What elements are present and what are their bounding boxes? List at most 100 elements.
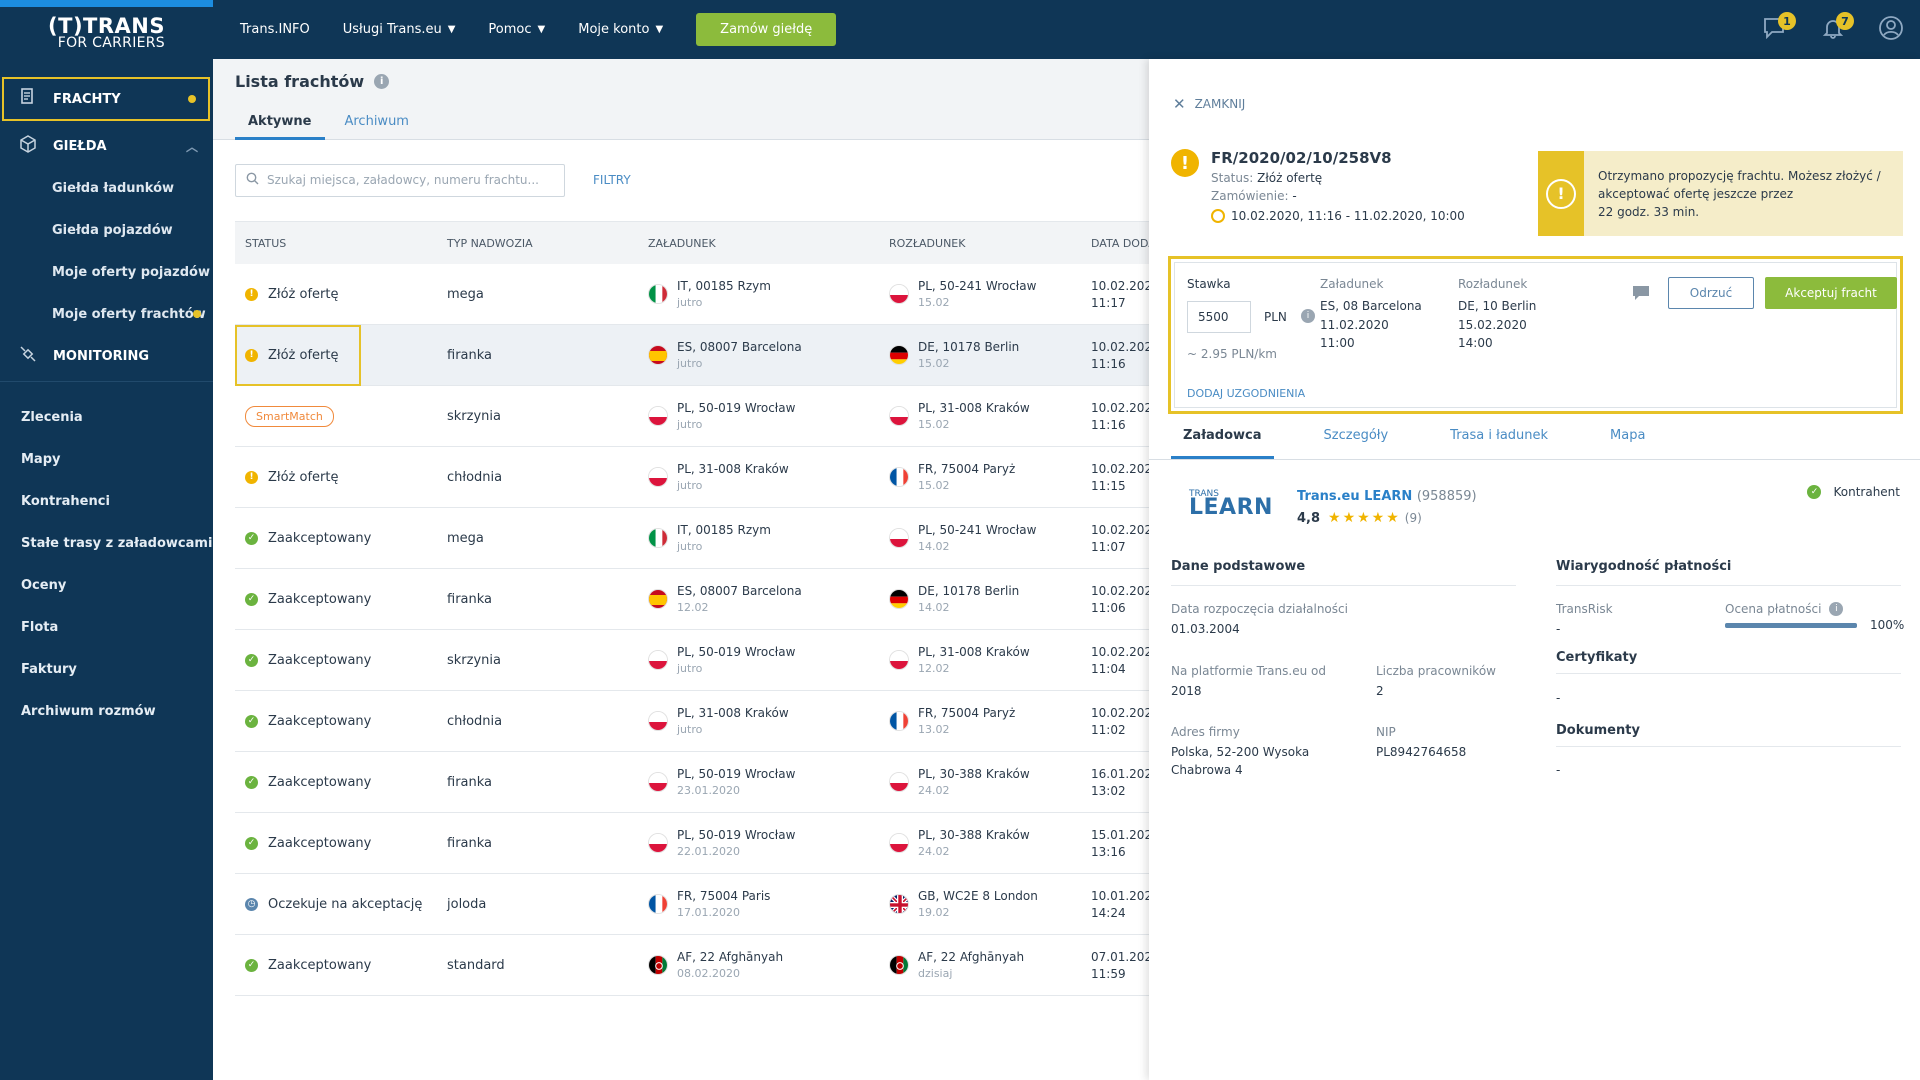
unload-date: 24.02 [918,784,950,797]
cell-status: ✓ Zaakceptowany [235,653,437,668]
menu-uslugi[interactable]: Usługi Trans.eu ▼ [343,22,456,37]
load-place: PL, 50-019 Wrocław [677,828,796,842]
sidebar-item-oceny[interactable]: Oceny [21,577,67,593]
table-row[interactable]: ✓ Zaakceptowany mega IT, 00185 Rzym jutro… [235,508,1149,569]
cell-load: PL, 50-019 Wrocław jutro [638,645,879,675]
flag-icon [889,467,909,487]
sidebar-item-label: FRACHTY [53,91,121,107]
table-row[interactable]: ◷ Oczekuje na akceptację joloda FR, 75004… [235,874,1149,935]
sidebar-item-archiwum-rozmow[interactable]: Archiwum rozmów [21,703,156,719]
table-row[interactable]: ✓ Zaakceptowany standard AF, 22 Afghānyah… [235,935,1149,996]
cell-date-added: 10.01.2020 14:24 [1081,889,1149,920]
messages-button[interactable]: 1 [1746,0,1804,59]
column-header-type[interactable]: TYP NADWOZIA [447,236,533,250]
column-header-date[interactable]: DATA DODANIA [1091,236,1149,250]
info-icon[interactable]: i [1301,309,1315,323]
table-row[interactable]: ! Złóż ofertę mega IT, 00185 Rzym jutro P… [235,264,1149,325]
notice-line: Otrzymano propozycję frachtu. Możesz zło… [1598,169,1881,183]
info-icon[interactable]: i [374,74,390,89]
table-body: ! Złóż ofertę mega IT, 00185 Rzym jutro P… [235,264,1149,996]
sidebar-item-stale-trasy[interactable]: Stałe trasy z załadowcami [21,535,213,551]
search-input[interactable] [267,173,547,187]
rate-input[interactable] [1187,301,1251,333]
sidebar-item-kontrahenci[interactable]: Kontrahenci [21,493,110,509]
cell-body-type: mega [447,286,484,302]
tab-szczegoly[interactable]: Szczegóły [1323,428,1389,443]
sidebar-item-faktury[interactable]: Faktury [21,661,77,677]
comment-icon[interactable] [1632,285,1650,305]
column-header-load[interactable]: ZAŁADUNEK [648,236,716,250]
warning-icon: ! [245,470,258,484]
cell-date-added: 10.02.2020 11:07 [1081,523,1149,554]
company-name-link[interactable]: Trans.eu LEARN (958859) [1297,489,1477,504]
info-icon[interactable]: i [1829,602,1844,616]
unload-date: 15.02 [918,296,950,309]
column-header-status[interactable]: STATUS [245,236,287,250]
nip-value: PL8942764658 [1376,745,1467,759]
sidebar-item-monitoring[interactable]: MONITORING [0,335,213,377]
app-logo[interactable]: (T)TRANS FOR CARRIERS [0,7,213,59]
account-button[interactable] [1862,0,1920,59]
tab-aktywne[interactable]: Aktywne [235,114,326,140]
sidebar-subitem-gielda-pojazdow[interactable]: Giełda pojazdów [52,222,173,238]
sidebar: (T)TRANS FOR CARRIERS FRACHTY GIEŁDA ︿ G… [0,0,213,1080]
sidebar-item-gielda[interactable]: GIEŁDA ︿ [0,125,213,167]
table-row[interactable]: ! Złóż ofertę chłodnia PL, 31-008 Kraków … [235,447,1149,508]
cell-status: ✓ Zaakceptowany [235,531,437,546]
date-added: 15.01.2020 [1091,827,1149,842]
sidebar-item-frachty[interactable]: FRACHTY [2,77,210,121]
offer-load-place: ES, 08 Barcelona [1320,299,1422,313]
notifications-badge: 7 [1836,12,1854,30]
cell-status: ✓ Zaakceptowany [235,775,437,790]
tab-zaladowca[interactable]: Załadowca [1171,428,1274,459]
cell-unload: PL, 31-008 Kraków 15.02 [879,401,1081,431]
date-added: 10.02.2020 [1091,644,1149,659]
menu-pomoc[interactable]: Pomoc ▼ [488,22,545,37]
table-row[interactable]: ✓ Zaakceptowany firanka ES, 08007 Barcelo… [235,569,1149,630]
sidebar-subitem-moje-oferty-frachtow[interactable]: Moje oferty frachtów [0,293,213,335]
satellite-icon [17,345,39,367]
tab-archiwum[interactable]: Archiwum [344,114,409,129]
payment-rating-label: Ocena płatności [1725,602,1822,616]
offer-unload-date: 15.02.2020 [1458,317,1527,332]
column-header-unload[interactable]: ROZŁADUNEK [889,236,966,250]
offer-notice: ! Otrzymano propozycję frachtu. Możesz z… [1538,151,1903,236]
accept-freight-button[interactable]: Akceptuj fracht [1765,277,1897,309]
notifications-button[interactable]: 7 [1804,0,1862,59]
close-button[interactable]: ✕ ZAMKNIJ [1173,95,1245,113]
table-row[interactable]: SmartMatch skrzynia PL, 50-019 Wrocław j… [235,386,1149,447]
cell-date-added: 10.02.2020 11:16 [1081,401,1149,432]
menu-trans-info[interactable]: Trans.INFO [240,22,310,37]
load-date: 17.01.2020 [677,906,740,919]
cell-load: ES, 08007 Barcelona 12.02 [638,584,879,614]
cell-unload: PL, 31-008 Kraków 12.02 [879,645,1081,675]
add-terms-link[interactable]: DODAJ UZGODNIENIA [1187,387,1306,400]
table-row[interactable]: ✓ Zaakceptowany firanka PL, 50-019 Wrocła… [235,813,1149,874]
address-label: Adres firmy [1171,725,1240,739]
sidebar-subitem-moje-oferty-pojazdow[interactable]: Moje oferty pojazdów [52,264,210,280]
sidebar-item-flota[interactable]: Flota [21,619,59,635]
tab-mapa[interactable]: Mapa [1610,428,1646,443]
time-added: 11:16 [1091,356,1126,371]
bell-icon [1822,17,1844,43]
cell-status: ! Złóż ofertę [235,470,437,485]
table-row[interactable]: ✓ Zaakceptowany skrzynia PL, 50-019 Wrocł… [235,630,1149,691]
search-box[interactable] [235,163,565,197]
tab-trasa-i-ladunek[interactable]: Trasa i ładunek [1450,428,1549,443]
table-row[interactable]: ✓ Zaakceptowany chłodnia PL, 31-008 Krakó… [235,691,1149,752]
filters-link[interactable]: FILTRY [593,173,631,187]
payment-rating-fill [1725,623,1857,628]
sidebar-subitem-gielda-ladunkow[interactable]: Giełda ładunków [52,180,175,196]
order-exchange-button[interactable]: Zamów giełdę [696,13,837,46]
reject-button[interactable]: Odrzuć [1668,277,1754,309]
sidebar-item-zlecenia[interactable]: Zlecenia [21,409,83,425]
unload-place: DE, 10178 Berlin [918,584,1020,598]
offer-unload-place: DE, 10 Berlin [1458,299,1537,313]
smartmatch-badge[interactable]: SmartMatch [245,405,334,427]
table-row[interactable]: ✓ Zaakceptowany firanka PL, 50-019 Wrocła… [235,752,1149,813]
logo-main: (T)TRANS [48,13,165,38]
sidebar-item-mapy[interactable]: Mapy [21,451,61,467]
table-row[interactable]: ! Złóż ofertę firanka ES, 08007 Barcelona… [235,325,1149,386]
menu-moje-konto[interactable]: Moje konto ▼ [578,22,663,37]
cell-date-added: 16.01.2020 13:02 [1081,767,1149,798]
